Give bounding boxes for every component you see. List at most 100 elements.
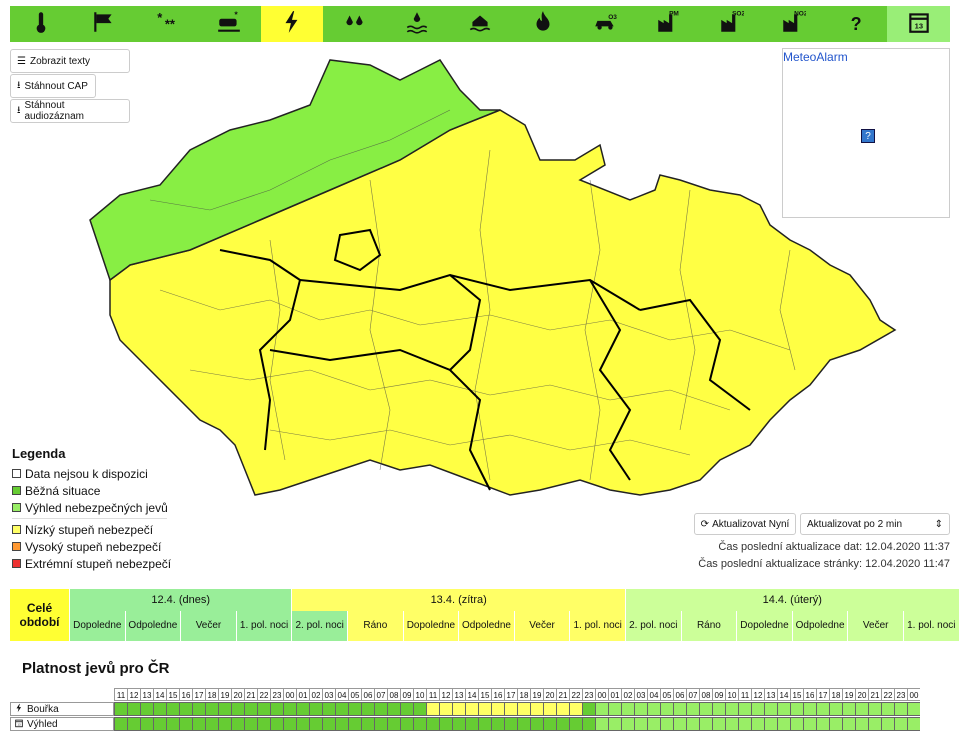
legend-label: Vysoký stupeň nebezpečí [25,539,162,554]
refresh-interval-select[interactable]: Aktualizovat po 2 min ⇕ [800,513,950,535]
toolbar-road-icy[interactable]: * [198,6,261,42]
hourly-cell [569,702,582,716]
period-slot[interactable]: Večer [514,611,571,641]
toolbar-snow[interactable]: * ** [135,6,199,42]
hour-header: 11 12 13 14 15 16 17 18 19 20 21 22 23 00 01 02 03 04 05 06… [114,688,920,701]
period-slot[interactable]: Dopoledne [403,611,460,641]
period-slot[interactable]: 2. pol. noci [292,611,348,641]
period-whole[interactable]: Celé období [10,589,70,641]
toolbar-help[interactable]: ? [824,6,888,42]
no2-factory-icon: NO2 [780,9,808,40]
toolbar-so2-factory[interactable]: SO2 [699,6,763,42]
toolbar-rain[interactable] [323,6,387,42]
hour-cell: 01 [296,688,309,701]
hourly-cell [205,717,218,731]
hourly-cell [452,717,465,731]
hour-cell: 11 [114,688,127,701]
hour-cell: 20 [855,688,868,701]
show-texts-button[interactable]: ☰ Zobrazit texty [10,49,130,73]
hour-cell: 10 [413,688,426,701]
hour-cell: 18 [517,688,530,701]
period-day[interactable]: 12.4. (dnes) [70,589,293,611]
period-slot[interactable]: Odpoledne [125,611,182,641]
hour-cell: 22 [257,688,270,701]
hourly-cell [582,702,595,716]
hourly-row-text: Bouřka [27,703,59,715]
hourly-cell [439,702,452,716]
period-day[interactable]: 13.4. (zítra) [292,589,626,611]
period-slot[interactable]: Ráno [348,611,404,641]
hourly-cell [660,717,673,731]
toolbar-thermometer[interactable] [10,6,73,42]
period-slot[interactable]: Večer [848,611,904,641]
hourly-cell [153,717,166,731]
legend-item: Data nejsou k dispozici [12,465,171,482]
hourly-cell [322,702,335,716]
hourly-cell [816,717,829,731]
hourly-cell [868,702,881,716]
period-slot[interactable]: 1. pol. noci [236,611,293,641]
lightning-icon [14,703,24,716]
period-slot[interactable]: Dopoledne [70,611,126,641]
period-slot[interactable]: Večer [181,611,237,641]
toolbar-no2-factory[interactable]: NO2 [762,6,825,42]
hourly-cell [426,702,439,716]
hourly-cell [894,717,907,731]
download-cap-button[interactable]: ⭳ Stáhnout CAP [10,74,96,98]
toolbar-wind[interactable] [72,6,136,42]
svg-text:13: 13 [914,21,922,30]
hourly-cell [309,702,322,716]
hourly-cell [140,702,153,716]
map-yellow-region[interactable] [109,109,897,496]
hourly-cell [413,717,426,731]
toolbar-flood-house[interactable] [448,6,512,42]
period-slot[interactable]: Odpoledne [459,611,515,641]
hour-cell: 13 [764,688,777,701]
period-slot[interactable]: Ráno [681,611,738,641]
hour-cell: 20 [231,688,244,701]
warning-map[interactable] [70,50,930,530]
hourly-cell [530,717,543,731]
road-icy-icon: * [216,9,242,40]
period-slot[interactable]: Odpoledne [792,611,849,641]
hourly-cell [816,702,829,716]
hour-cell: 20 [543,688,556,701]
hourly-cell [907,717,920,731]
hourly-cell [361,717,374,731]
flood-house-icon [467,9,493,40]
hour-cell: 03 [634,688,647,701]
toolbar-flood[interactable] [386,6,449,42]
hourly-cell [894,702,907,716]
hour-cell: 21 [556,688,569,701]
hour-cell: 23 [894,688,907,701]
svg-text:**: ** [165,16,176,31]
toolbar-fire[interactable] [511,6,575,42]
hour-cell: 05 [348,688,361,701]
map-green-region[interactable] [89,59,501,282]
meteoalarm-link[interactable]: MeteoAlarm [783,50,848,64]
hourly-cell [881,702,894,716]
hourly-cell [296,702,309,716]
svg-text:SO2: SO2 [732,10,744,17]
period-slot[interactable]: 1. pol. noci [904,611,960,641]
hourly-cell [231,702,244,716]
hour-cell: 15 [166,688,179,701]
toolbar-calendar[interactable]: 13 [887,6,951,42]
hourly-cell [725,702,738,716]
toolbar-pm10-factory[interactable]: PM [636,6,700,42]
refresh-now-button[interactable]: ⟳ Aktualizovat Nyní [694,513,796,535]
hourly-cell [660,702,673,716]
legend-item: Extrémní stupeň nebezpečí [12,555,171,572]
hourly-cell [465,717,478,731]
download-audio-button[interactable]: ⭳ Stáhnout audiozáznam [10,99,130,123]
hourly-cell [140,717,153,731]
period-day[interactable]: 14.4. (úterý) [626,589,960,611]
toolbar-ozone-car[interactable]: O3 [574,6,637,42]
period-slot[interactable]: 2. pol. noci [626,611,682,641]
hour-cell: 00 [907,688,920,701]
period-slot[interactable]: Dopoledne [737,611,793,641]
hourly-cell [478,702,491,716]
hour-cell: 14 [465,688,478,701]
period-slot[interactable]: 1. pol. noci [570,611,626,641]
toolbar-lightning[interactable] [260,6,324,42]
